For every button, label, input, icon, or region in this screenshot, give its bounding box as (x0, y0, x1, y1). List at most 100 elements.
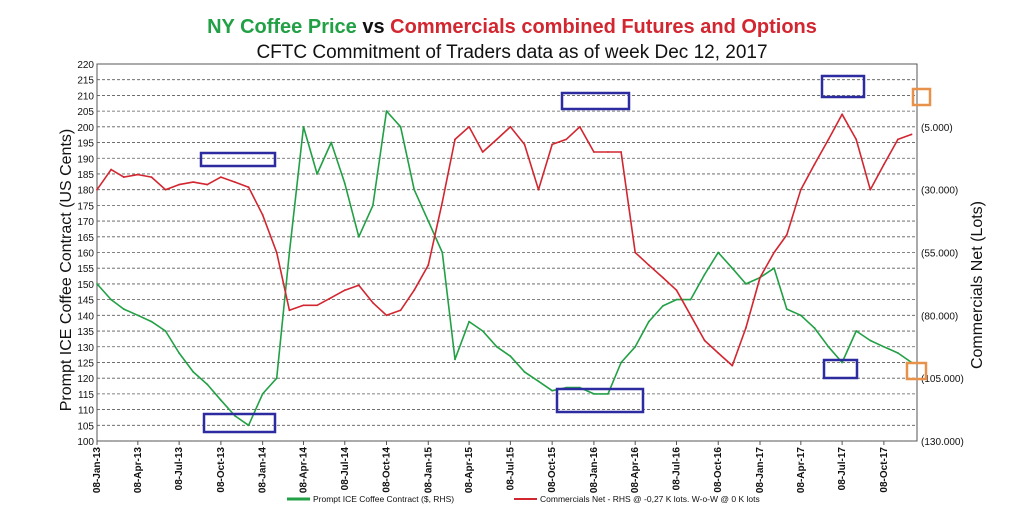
point-coffee-price (343, 182, 346, 185)
x-tick-label: 08-Jul-15 (505, 447, 516, 491)
y-tick-label-left: 125 (77, 358, 94, 369)
point-commercials-net (689, 314, 692, 317)
x-tick-label: 08-Apr-17 (796, 447, 807, 494)
point-commercials-net (634, 251, 637, 254)
y-tick-label-left: 185 (77, 170, 94, 181)
right-axis: (5.000) (30.000) (55.000) (80.000) (105.000)… (921, 123, 964, 448)
point-commercials-net (454, 138, 456, 141)
y-tick-label-left: 135 (77, 327, 94, 338)
point-commercials-net (897, 138, 899, 141)
highlight-box-2016-low (555, 387, 645, 414)
x-tick-label: 08-Jul-16 (671, 447, 682, 491)
highlight-box-2013-high (199, 151, 277, 168)
point-coffee-price (647, 320, 650, 323)
point-coffee-price (897, 352, 899, 354)
point-commercials-net (385, 314, 388, 317)
point-commercials-net (136, 173, 139, 176)
point-commercials-net (759, 276, 761, 279)
y-tick-label-left: 110 (78, 406, 94, 417)
y-tick-label-right: (30.000) (921, 186, 958, 197)
title-coffee-price: NY Coffee Price (207, 16, 357, 38)
point-commercials-net (468, 125, 471, 128)
point-commercials-net (481, 151, 484, 153)
y-tick-label-left: 130 (77, 343, 94, 354)
point-commercials-net (537, 188, 540, 191)
x-tick-label: 08-Jan-13 (92, 447, 103, 494)
y-tick-label-left: 195 (77, 139, 94, 150)
point-commercials-net (607, 151, 609, 153)
point-coffee-price (523, 370, 526, 373)
point-coffee-price (302, 125, 305, 128)
y-tick-label-left: 150 (77, 280, 94, 291)
point-coffee-price (689, 298, 692, 301)
point-coffee-price (717, 251, 720, 254)
y-tick-label-left: 160 (77, 249, 94, 260)
x-tick-label: 08-Oct-17 (879, 447, 890, 493)
point-coffee-price (454, 358, 456, 361)
point-commercials-net (620, 151, 623, 153)
point-commercials-net (302, 304, 305, 307)
point-coffee-price (110, 298, 112, 301)
x-tick-label: 08-Oct-16 (713, 447, 724, 493)
y-tick-label-left: 155 (77, 264, 94, 275)
point-coffee-price (150, 320, 153, 323)
point-commercials-net (219, 176, 222, 179)
point-coffee-price (593, 392, 595, 395)
point-coffee-price (634, 345, 637, 348)
point-commercials-net (799, 188, 802, 191)
series-line-commercials-net (96, 113, 912, 367)
point-coffee-price (357, 235, 360, 238)
point-commercials-net (675, 289, 678, 292)
point-commercials-net (773, 251, 775, 254)
y-tick-label-right: (130.000) (921, 437, 964, 448)
point-commercials-net (164, 188, 167, 191)
highlight-box-latest-price (905, 361, 928, 381)
x-tick-label: 08-Apr-15 (464, 447, 475, 494)
point-coffee-price (882, 345, 885, 348)
grid-layer (96, 63, 918, 442)
point-coffee-price (316, 173, 318, 175)
x-tick-label: 08-Apr-16 (630, 447, 641, 494)
point-commercials-net (661, 276, 664, 279)
point-commercials-net (745, 327, 747, 329)
point-coffee-price (372, 204, 374, 207)
point-coffee-price (261, 392, 264, 395)
point-coffee-price (481, 330, 484, 332)
x-tick-label: 08-Jul-17 (837, 447, 848, 491)
point-coffee-price (661, 305, 664, 307)
point-commercials-net (495, 138, 498, 141)
point-coffee-price (785, 308, 788, 310)
y-tick-label-left: 190 (77, 154, 94, 165)
point-coffee-price (192, 370, 195, 373)
y-tick-label-left: 205 (77, 107, 94, 118)
point-coffee-price (799, 314, 802, 317)
legend: Prompt ICE Coffee Contract ($, RHS) Comm… (287, 494, 760, 504)
y-tick-label-left: 210 (77, 91, 94, 102)
chart-title: NY Coffee Price vs Commercials combined … (0, 16, 1024, 39)
point-commercials-net (288, 309, 291, 312)
y-tick-label-left: 115 (78, 390, 94, 401)
highlight-box-2013-low (202, 412, 277, 434)
point-commercials-net (703, 339, 706, 342)
point-commercials-net (717, 352, 720, 354)
point-commercials-net (234, 181, 236, 184)
point-commercials-net (509, 125, 512, 128)
point-commercials-net (593, 151, 595, 153)
title-vs: vs (362, 16, 385, 38)
point-coffee-price (509, 355, 512, 358)
point-commercials-net (578, 125, 581, 128)
point-commercials-net (96, 188, 98, 191)
point-commercials-net (275, 251, 278, 254)
point-commercials-net (247, 186, 250, 189)
point-coffee-price (96, 283, 98, 285)
point-coffee-price (219, 399, 222, 402)
y-tick-label-left: 145 (77, 296, 94, 307)
point-coffee-price (855, 330, 858, 332)
point-commercials-net (343, 289, 346, 292)
point-commercials-net (441, 201, 444, 204)
y-tick-label-left: 105 (77, 421, 94, 432)
point-commercials-net (882, 163, 885, 166)
x-axis: 08-Jan-13 08-Apr-13 08-Jul-13 08-Oct-13 08-J… (92, 441, 890, 493)
legend-label-coffee: Prompt ICE Coffee Contract ($, RHS) (313, 494, 454, 504)
